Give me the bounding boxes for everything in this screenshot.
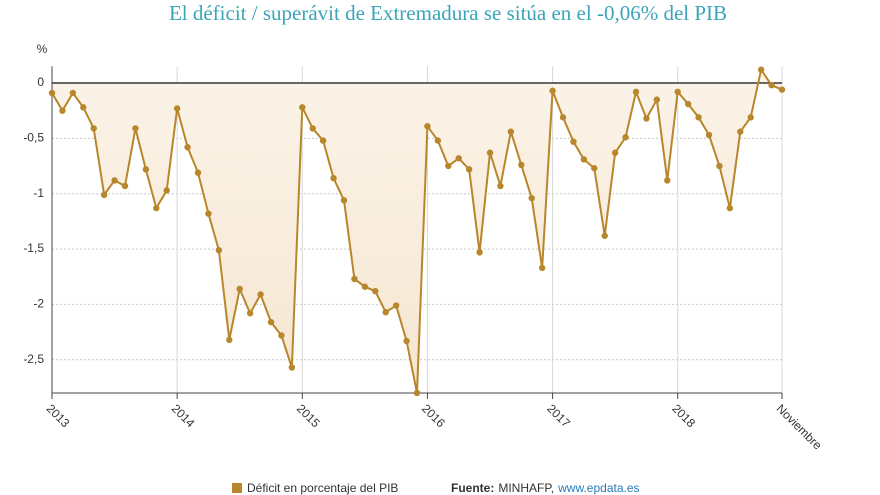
x-tick-label: 2013: [44, 401, 73, 430]
point: [611, 149, 619, 156]
legend-label: Déficit en porcentaje del PIB: [247, 481, 398, 495]
point: [382, 308, 389, 316]
point: [695, 114, 702, 121]
source-text: MINHAFP,: [498, 481, 554, 495]
x-tick-label: 2018: [669, 401, 698, 430]
point: [726, 204, 734, 212]
point: [226, 336, 233, 344]
point: [132, 125, 139, 132]
point: [465, 166, 473, 173]
y-tick-label: -2,5: [23, 352, 44, 366]
point: [601, 232, 608, 239]
point: [684, 100, 692, 108]
point: [184, 144, 191, 151]
point: [413, 389, 421, 397]
x-tick-label: 2016: [419, 401, 448, 430]
point: [194, 169, 202, 176]
area: [52, 69, 782, 393]
x-tick-label: 2015: [294, 401, 323, 430]
point: [100, 191, 108, 199]
point: [768, 82, 775, 89]
point: [518, 161, 525, 169]
point: [153, 204, 160, 212]
point: [121, 182, 129, 190]
point: [142, 166, 150, 173]
point: [643, 115, 650, 122]
point: [299, 104, 306, 111]
point: [246, 310, 254, 317]
point: [59, 107, 66, 114]
point: [434, 137, 442, 144]
y-axis-label: %: [37, 42, 48, 56]
point: [392, 302, 400, 309]
point: [476, 249, 483, 256]
point: [632, 88, 640, 96]
x-tick-label: 2014: [169, 401, 198, 430]
point: [528, 194, 535, 202]
point: [330, 175, 337, 182]
point: [424, 122, 431, 130]
point: [737, 128, 744, 135]
x-tick-label: Noviembre: [774, 401, 825, 452]
point: [205, 210, 212, 217]
point: [757, 66, 765, 73]
point: [716, 162, 723, 170]
point: [69, 89, 77, 97]
legend-swatch: [232, 483, 242, 493]
point: [257, 291, 264, 298]
y-tick-label: 0: [37, 75, 44, 89]
point: [90, 125, 97, 132]
point: [664, 177, 671, 184]
y-tick-label: -2: [33, 297, 44, 311]
point: [173, 105, 181, 112]
point: [372, 287, 379, 295]
point: [497, 182, 504, 190]
x-tick-label: 2017: [544, 401, 573, 430]
point: [486, 149, 494, 156]
source: Fuente: MINHAFP, www.epdata.es: [451, 481, 640, 495]
point: [580, 156, 588, 163]
y-tick-label: -0,5: [23, 131, 44, 145]
point: [549, 87, 556, 94]
source-label: Fuente:: [451, 481, 494, 495]
point: [215, 246, 223, 254]
point: [80, 104, 87, 111]
point: [288, 364, 296, 371]
source-link: www.epdata.es: [557, 481, 639, 495]
point: [111, 177, 118, 184]
point: [507, 128, 515, 135]
point: [278, 332, 285, 339]
point: [455, 155, 462, 162]
point: [340, 197, 348, 204]
point: [361, 283, 369, 290]
point: [570, 138, 577, 145]
point: [163, 187, 170, 194]
point: [319, 137, 327, 144]
point: [309, 125, 316, 132]
y-tick-label: -1,5: [23, 241, 44, 255]
point: [445, 162, 452, 170]
point: [267, 318, 275, 326]
point: [538, 264, 546, 272]
point: [403, 337, 410, 345]
chart-title: El déficit / superávit de Extremadura se…: [169, 1, 727, 25]
point: [48, 89, 56, 97]
point: [622, 134, 629, 141]
point: [559, 114, 567, 121]
y-tick-label: -1: [33, 186, 44, 200]
point: [653, 96, 661, 103]
point: [236, 285, 243, 293]
point: [778, 86, 786, 93]
point: [674, 88, 681, 96]
point: [747, 114, 754, 121]
point: [591, 165, 598, 172]
point: [351, 275, 358, 283]
point: [705, 131, 713, 139]
